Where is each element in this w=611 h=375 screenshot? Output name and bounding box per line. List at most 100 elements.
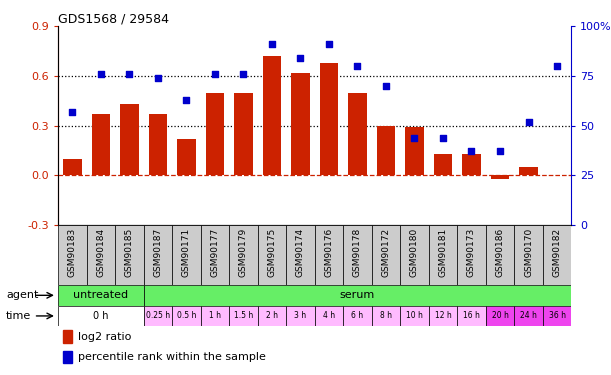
- Bar: [120, 104, 139, 176]
- Bar: [457, 306, 486, 326]
- Text: 16 h: 16 h: [463, 311, 480, 320]
- Bar: [63, 351, 73, 363]
- Point: [238, 71, 248, 77]
- Text: 12 h: 12 h: [434, 311, 452, 320]
- Bar: [258, 225, 286, 285]
- Bar: [514, 306, 543, 326]
- Text: 0.25 h: 0.25 h: [146, 311, 170, 320]
- Bar: [343, 306, 371, 326]
- Text: GSM90179: GSM90179: [239, 228, 248, 277]
- Text: 3 h: 3 h: [295, 311, 307, 320]
- Text: GSM90173: GSM90173: [467, 228, 476, 277]
- Text: GSM90178: GSM90178: [353, 228, 362, 277]
- Bar: [543, 306, 571, 326]
- Bar: [429, 306, 457, 326]
- Text: GSM90170: GSM90170: [524, 228, 533, 277]
- Text: GSM90172: GSM90172: [381, 228, 390, 277]
- Point: [125, 71, 134, 77]
- Bar: [63, 159, 82, 176]
- Bar: [434, 154, 452, 176]
- Bar: [348, 93, 367, 176]
- Point: [153, 75, 163, 81]
- Bar: [63, 330, 73, 343]
- Point: [210, 71, 220, 77]
- Point: [495, 148, 505, 154]
- Bar: [148, 114, 167, 176]
- Bar: [371, 225, 400, 285]
- Text: GSM90180: GSM90180: [410, 228, 419, 277]
- Bar: [92, 114, 110, 176]
- Text: 0 h: 0 h: [93, 311, 109, 321]
- Text: GSM90185: GSM90185: [125, 228, 134, 277]
- Text: 36 h: 36 h: [549, 311, 566, 320]
- Point: [296, 55, 306, 61]
- Text: GDS1568 / 29584: GDS1568 / 29584: [58, 12, 169, 25]
- Bar: [315, 225, 343, 285]
- Bar: [144, 306, 172, 326]
- Bar: [172, 225, 200, 285]
- Bar: [258, 306, 286, 326]
- Bar: [229, 306, 258, 326]
- Bar: [519, 167, 538, 176]
- Bar: [58, 285, 144, 306]
- Point: [181, 97, 191, 103]
- Text: GSM90183: GSM90183: [68, 228, 77, 277]
- Text: agent: agent: [6, 290, 38, 300]
- Text: GSM90176: GSM90176: [324, 228, 334, 277]
- Bar: [200, 225, 229, 285]
- Bar: [486, 306, 514, 326]
- Text: 4 h: 4 h: [323, 311, 335, 320]
- Bar: [315, 306, 343, 326]
- Text: GSM90177: GSM90177: [210, 228, 219, 277]
- Bar: [286, 306, 315, 326]
- Bar: [177, 139, 196, 176]
- Text: 10 h: 10 h: [406, 311, 423, 320]
- Bar: [491, 176, 510, 178]
- Point: [467, 148, 477, 154]
- Bar: [234, 93, 253, 176]
- Bar: [229, 225, 258, 285]
- Bar: [87, 225, 115, 285]
- Bar: [291, 73, 310, 176]
- Bar: [115, 225, 144, 285]
- Bar: [58, 225, 87, 285]
- Point: [324, 41, 334, 47]
- Text: 2 h: 2 h: [266, 311, 278, 320]
- Bar: [400, 225, 429, 285]
- Text: 0.5 h: 0.5 h: [177, 311, 196, 320]
- Text: GSM90187: GSM90187: [153, 228, 163, 277]
- Text: GSM90171: GSM90171: [182, 228, 191, 277]
- Text: GSM90182: GSM90182: [552, 228, 562, 277]
- Text: 1 h: 1 h: [209, 311, 221, 320]
- Bar: [543, 225, 571, 285]
- Text: GSM90175: GSM90175: [268, 228, 276, 277]
- Text: 20 h: 20 h: [492, 311, 508, 320]
- Bar: [263, 56, 281, 176]
- Bar: [457, 225, 486, 285]
- Bar: [377, 126, 395, 176]
- Point: [267, 41, 277, 47]
- Text: GSM90184: GSM90184: [97, 228, 105, 277]
- Point: [96, 71, 106, 77]
- Point: [409, 135, 419, 141]
- Bar: [514, 225, 543, 285]
- Bar: [371, 306, 400, 326]
- Point: [353, 63, 362, 69]
- Bar: [463, 154, 481, 176]
- Point: [381, 83, 391, 89]
- Text: GSM90181: GSM90181: [439, 228, 447, 277]
- Text: time: time: [6, 311, 31, 321]
- Text: GSM90174: GSM90174: [296, 228, 305, 277]
- Point: [524, 118, 533, 124]
- Bar: [144, 285, 571, 306]
- Text: serum: serum: [340, 290, 375, 300]
- Bar: [405, 127, 424, 176]
- Bar: [206, 93, 224, 176]
- Text: percentile rank within the sample: percentile rank within the sample: [78, 352, 265, 362]
- Bar: [320, 63, 338, 176]
- Text: 1.5 h: 1.5 h: [234, 311, 253, 320]
- Bar: [286, 225, 315, 285]
- Text: 24 h: 24 h: [520, 311, 537, 320]
- Point: [552, 63, 562, 69]
- Point: [438, 135, 448, 141]
